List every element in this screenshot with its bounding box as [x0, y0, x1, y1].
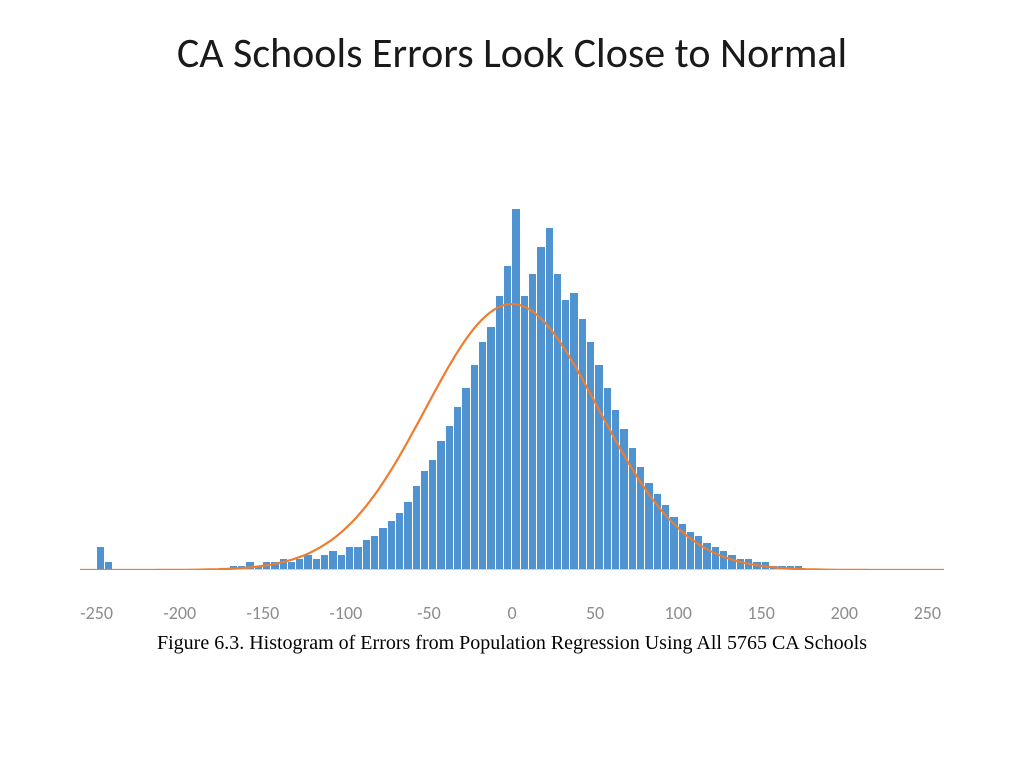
histogram-bar — [496, 296, 504, 570]
x-tick-label: -100 — [329, 602, 362, 624]
x-tick-label: 200 — [831, 602, 858, 624]
histogram-bar — [703, 543, 711, 570]
histogram-bar — [670, 517, 678, 570]
x-tick-label: 250 — [914, 602, 941, 624]
histogram-chart: -250-200-150-100-50050100150200250 — [80, 190, 944, 600]
histogram-bar — [604, 388, 612, 570]
histogram-bar — [396, 513, 404, 570]
histogram-bar — [546, 228, 554, 570]
histogram-bar — [612, 410, 620, 570]
x-tick-label: -200 — [163, 602, 196, 624]
histogram-bar — [504, 266, 512, 570]
histogram-bar — [579, 319, 587, 570]
histogram-bar — [512, 209, 520, 570]
x-tick-label: -150 — [246, 602, 279, 624]
histogram-bar — [379, 528, 387, 570]
histogram-bar — [371, 536, 379, 570]
histogram-bar — [637, 467, 645, 570]
histogram-bar — [354, 547, 362, 570]
histogram-bar — [487, 327, 495, 570]
histogram-bar — [479, 342, 487, 570]
histogram-bar — [562, 300, 570, 570]
histogram-bar — [537, 247, 545, 570]
x-axis-ticks: -250 -200 -150 -100 -50 0 50 100 150 200 250 — [80, 602, 944, 630]
histogram-bar — [363, 540, 371, 570]
histogram-bar — [388, 521, 396, 570]
x-tick-label: 150 — [748, 602, 775, 624]
histogram-bar — [454, 407, 462, 570]
histogram-bar — [654, 494, 662, 570]
histogram-bar — [471, 365, 479, 570]
chart-plot-area — [80, 190, 944, 570]
histogram-bar — [329, 551, 337, 570]
histogram-bar — [728, 555, 736, 570]
histogram-bar — [662, 505, 670, 570]
chart-baseline — [80, 569, 944, 570]
histogram-bar — [620, 429, 628, 570]
x-tick-label: 0 — [507, 602, 516, 624]
x-tick-label: 50 — [586, 602, 604, 624]
histogram-bar — [554, 274, 562, 570]
histogram-bar — [687, 532, 695, 570]
histogram-bar — [338, 555, 346, 570]
histogram-bar — [529, 274, 537, 570]
histogram-bar — [645, 483, 653, 570]
histogram-bar — [587, 342, 595, 570]
histogram-bar — [570, 293, 578, 570]
histogram-bars — [80, 190, 944, 570]
histogram-bar — [413, 486, 421, 570]
histogram-bar — [437, 441, 445, 570]
histogram-bar — [462, 388, 470, 570]
histogram-bar — [429, 460, 437, 570]
histogram-bar — [679, 524, 687, 570]
x-tick-label: -50 — [417, 602, 441, 624]
histogram-bar — [346, 547, 354, 570]
histogram-bar — [97, 547, 105, 570]
histogram-bar — [421, 471, 429, 570]
histogram-bar — [595, 365, 603, 570]
histogram-bar — [404, 502, 412, 570]
histogram-bar — [304, 555, 312, 570]
histogram-bar — [712, 547, 720, 570]
figure-caption: Figure 6.3. Histogram of Errors from Pop… — [0, 632, 1024, 655]
x-tick-label: -250 — [80, 602, 113, 624]
histogram-bar — [695, 536, 703, 570]
histogram-bar — [521, 296, 529, 570]
page-title: CA Schools Errors Look Close to Normal — [0, 28, 1024, 79]
histogram-bar — [720, 551, 728, 570]
x-tick-label: 100 — [664, 602, 691, 624]
histogram-bar — [446, 426, 454, 570]
histogram-bar — [629, 448, 637, 570]
histogram-bar — [321, 555, 329, 570]
